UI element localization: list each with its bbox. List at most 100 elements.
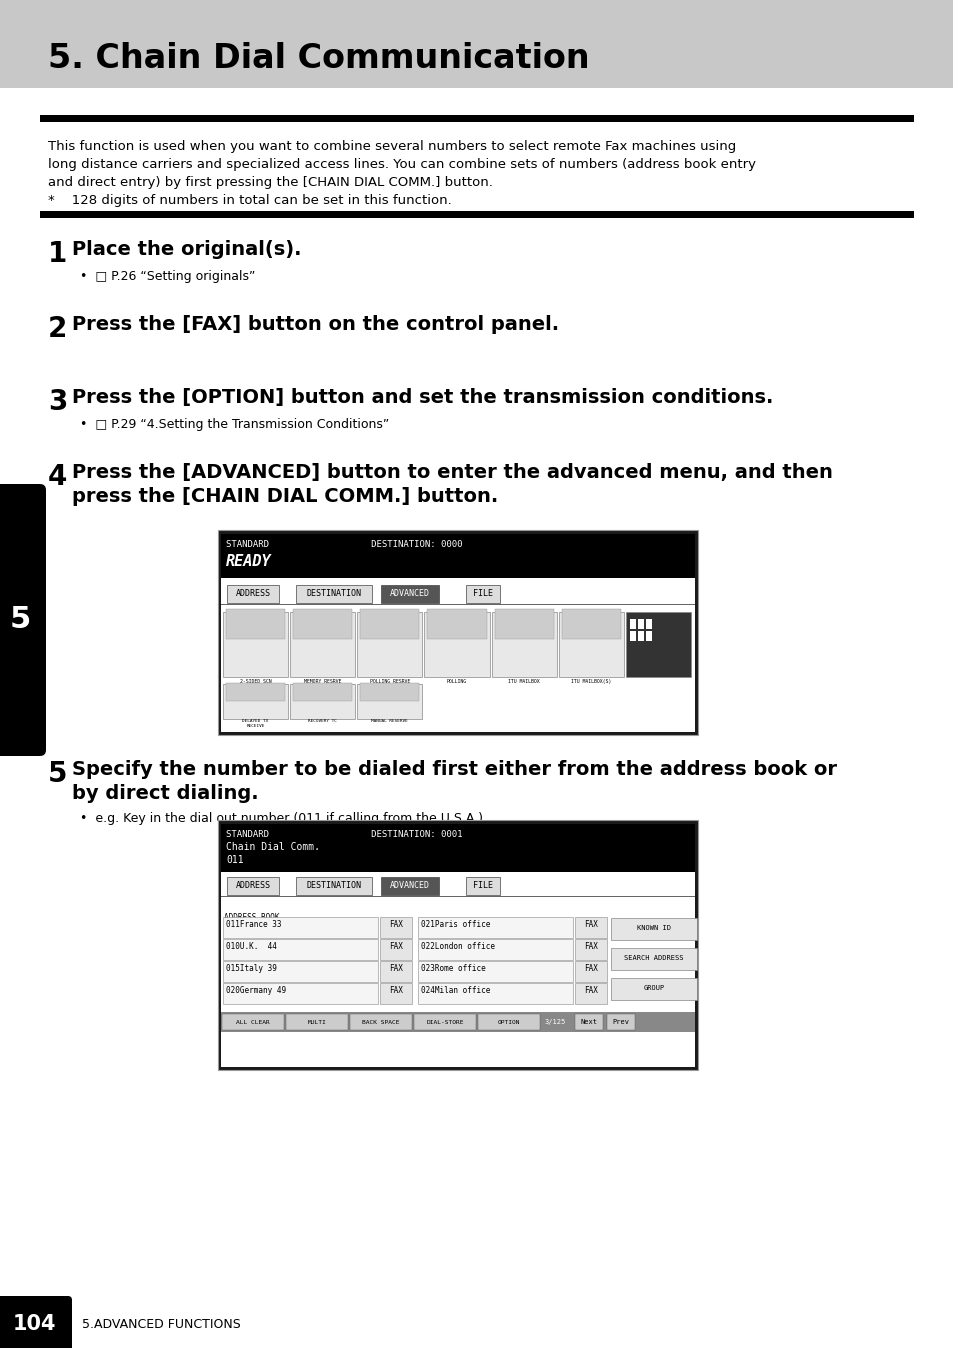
- Text: •  □ P.26 “Setting originals”: • □ P.26 “Setting originals”: [80, 270, 255, 283]
- Bar: [379, 940, 412, 960]
- Text: DESTINATION: DESTINATION: [306, 589, 361, 599]
- Bar: [610, 918, 697, 940]
- Text: READY: READY: [226, 554, 272, 569]
- Bar: [223, 917, 377, 938]
- Text: FAX: FAX: [389, 919, 402, 929]
- Bar: [417, 961, 573, 981]
- Bar: [414, 1014, 476, 1030]
- Text: Press the [OPTION] button and set the transmission conditions.: Press the [OPTION] button and set the tr…: [71, 388, 773, 407]
- Bar: [561, 609, 620, 639]
- Text: MANUAL RESERVE: MANUAL RESERVE: [371, 718, 408, 723]
- Text: Chain Dial Comm.: Chain Dial Comm.: [226, 842, 319, 852]
- Text: 5. Chain Dial Communication: 5. Chain Dial Communication: [48, 42, 589, 74]
- Bar: [226, 683, 285, 701]
- Text: RECOVERY TC: RECOVERY TC: [308, 718, 336, 723]
- Bar: [427, 609, 486, 639]
- Text: Press the [ADVANCED] button to enter the advanced menu, and then: Press the [ADVANCED] button to enter the…: [71, 462, 832, 483]
- Bar: [221, 872, 695, 1068]
- Text: Specify the number to be dialed first either from the address book or: Specify the number to be dialed first ei…: [71, 760, 836, 779]
- Bar: [350, 1014, 412, 1030]
- Bar: [223, 683, 288, 718]
- Text: FAX: FAX: [389, 985, 402, 995]
- Text: 011France 33: 011France 33: [226, 919, 281, 929]
- Bar: [465, 585, 499, 603]
- Bar: [40, 115, 913, 123]
- Bar: [417, 983, 573, 1004]
- Text: OPTION: OPTION: [497, 1019, 519, 1024]
- Text: MEMORY RESRVE: MEMORY RESRVE: [304, 679, 341, 683]
- Text: 020Germany 49: 020Germany 49: [226, 985, 286, 995]
- Text: DESTINATION: DESTINATION: [306, 882, 361, 891]
- Bar: [227, 878, 278, 895]
- Text: 2-SIDED SCN: 2-SIDED SCN: [239, 679, 271, 683]
- Bar: [227, 585, 278, 603]
- Bar: [465, 878, 499, 895]
- Bar: [293, 609, 352, 639]
- Text: FILE: FILE: [473, 589, 493, 599]
- Text: DIAL-STORE: DIAL-STORE: [426, 1019, 463, 1024]
- Bar: [379, 917, 412, 938]
- Text: 015Italy 39: 015Italy 39: [226, 964, 276, 973]
- Text: CHAIN DIAL COMM: CHAIN DIAL COMM: [637, 679, 679, 683]
- Bar: [645, 631, 651, 642]
- Bar: [424, 612, 489, 677]
- Bar: [380, 878, 438, 895]
- Bar: [223, 961, 377, 981]
- Text: 023Rome office: 023Rome office: [420, 964, 485, 973]
- Text: •  □ P.29 “4.Setting the Transmission Conditions”: • □ P.29 “4.Setting the Transmission Con…: [80, 418, 389, 431]
- Text: Place the original(s).: Place the original(s).: [71, 240, 301, 259]
- Bar: [575, 940, 606, 960]
- Bar: [575, 1014, 602, 1030]
- Text: SEARCH ADDRESS: SEARCH ADDRESS: [623, 954, 683, 961]
- Text: GROUP: GROUP: [642, 985, 664, 991]
- Bar: [629, 619, 636, 630]
- Bar: [222, 1014, 284, 1030]
- Text: 2: 2: [48, 315, 68, 342]
- Bar: [638, 619, 643, 630]
- Bar: [491, 612, 557, 677]
- Bar: [223, 612, 288, 677]
- Bar: [221, 534, 695, 578]
- Text: ADDRESS BOOK: ADDRESS BOOK: [224, 913, 279, 922]
- Bar: [625, 612, 690, 677]
- Text: FAX: FAX: [389, 942, 402, 950]
- Bar: [638, 631, 643, 642]
- Text: 1: 1: [48, 240, 67, 268]
- Text: *    128 digits of numbers in total can be set in this function.: * 128 digits of numbers in total can be …: [48, 194, 452, 208]
- Bar: [360, 609, 419, 639]
- Text: ALL CLEAR: ALL CLEAR: [236, 1019, 270, 1024]
- Text: 010U.K.  44: 010U.K. 44: [226, 942, 276, 950]
- Bar: [40, 212, 913, 218]
- Bar: [575, 961, 606, 981]
- Bar: [360, 683, 419, 701]
- Text: Next: Next: [579, 1019, 597, 1024]
- Text: BACK SPACE: BACK SPACE: [362, 1019, 399, 1024]
- Bar: [610, 948, 697, 971]
- Text: 3/125: 3/125: [544, 1019, 566, 1024]
- Bar: [295, 878, 372, 895]
- FancyBboxPatch shape: [0, 1295, 71, 1348]
- Bar: [494, 609, 553, 639]
- Text: 4: 4: [48, 462, 68, 491]
- Bar: [221, 578, 695, 732]
- Bar: [218, 820, 698, 1070]
- Text: FAX: FAX: [389, 964, 402, 973]
- Bar: [0, 0, 953, 88]
- Bar: [417, 940, 573, 960]
- Bar: [290, 612, 355, 677]
- Text: This function is used when you want to combine several numbers to select remote : This function is used when you want to c…: [48, 140, 736, 154]
- Text: POLLING: POLLING: [446, 679, 467, 683]
- Bar: [558, 612, 623, 677]
- Text: FAX: FAX: [583, 985, 598, 995]
- Bar: [417, 917, 573, 938]
- Text: FILE: FILE: [473, 882, 493, 891]
- Text: FAX: FAX: [583, 919, 598, 929]
- Text: ITU MAILBOX(S): ITU MAILBOX(S): [571, 679, 611, 683]
- Text: 104: 104: [12, 1314, 55, 1335]
- Text: ADDRESS: ADDRESS: [235, 882, 271, 891]
- Text: KNOWN ID: KNOWN ID: [637, 925, 670, 931]
- Text: •  e.g. Key in the dial out number (011 if calling from the U.S.A.).: • e.g. Key in the dial out number (011 i…: [80, 811, 486, 825]
- Bar: [221, 1012, 695, 1033]
- Text: 5.ADVANCED FUNCTIONS: 5.ADVANCED FUNCTIONS: [82, 1317, 240, 1330]
- Text: STANDARD                   DESTINATION: 0000: STANDARD DESTINATION: 0000: [226, 541, 462, 549]
